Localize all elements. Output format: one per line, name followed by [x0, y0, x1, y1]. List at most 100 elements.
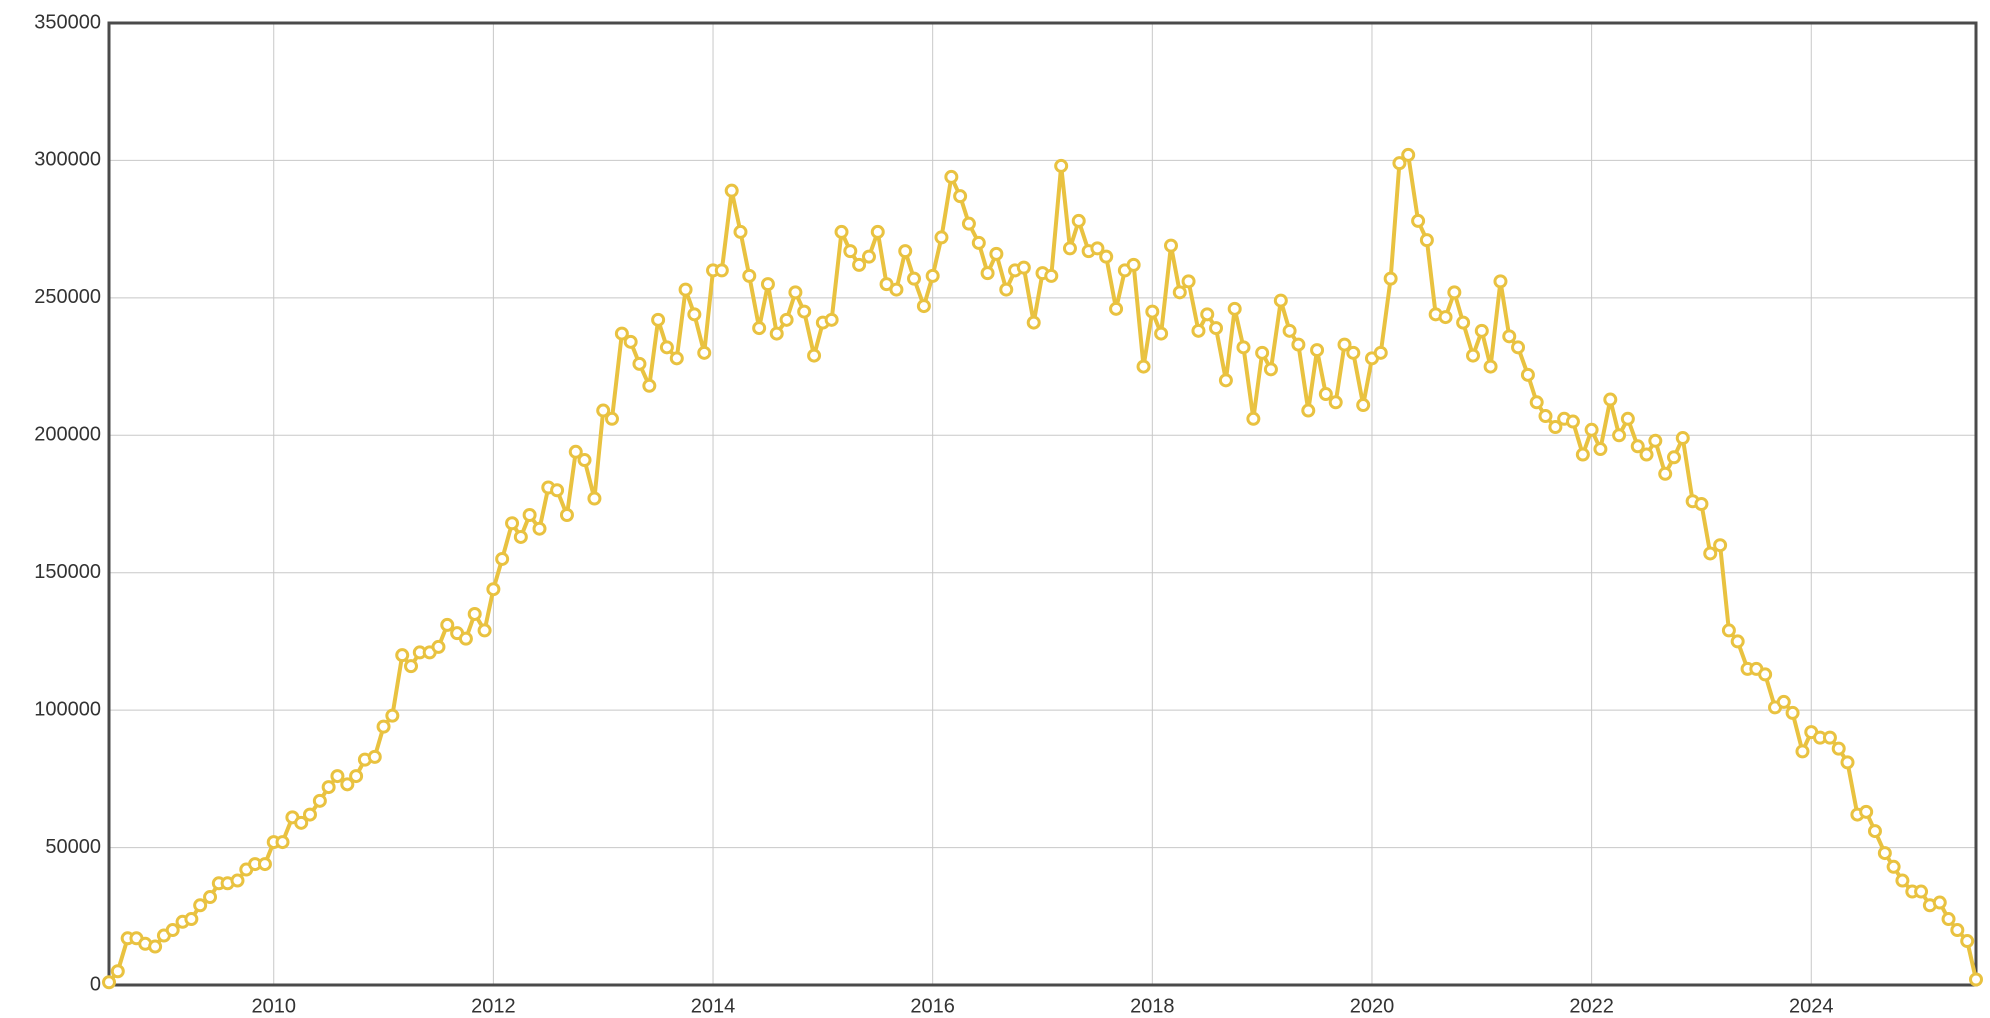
data-point: [980, 266, 995, 281]
data-point: [1337, 337, 1352, 352]
data-point: [1318, 387, 1333, 402]
data-point: [1548, 420, 1563, 435]
data-point: [404, 659, 419, 674]
data-point: [1969, 972, 1983, 987]
data-point: [742, 268, 757, 283]
data-point: [1071, 213, 1086, 228]
data-point: [1383, 271, 1398, 286]
data-point: [861, 249, 876, 264]
data-point: [1466, 348, 1481, 363]
data-point: [302, 807, 317, 822]
data-point: [1392, 156, 1407, 171]
data-point: [752, 321, 767, 336]
data-point: [203, 890, 218, 905]
data-point: [1062, 241, 1077, 256]
data-point: [1713, 538, 1728, 553]
data-point: [1474, 323, 1489, 338]
data-point: [110, 964, 125, 979]
data-point: [1877, 846, 1892, 861]
data-point: [678, 282, 693, 297]
data-point: [1483, 359, 1498, 374]
data-point: [1310, 343, 1325, 358]
data-point: [1328, 395, 1343, 410]
data-point: [1822, 730, 1837, 745]
data-point: [1776, 694, 1791, 709]
data-point: [486, 582, 501, 597]
data-point: [870, 224, 885, 239]
data-point: [879, 277, 894, 292]
data-point: [999, 282, 1014, 297]
data-point: [1401, 147, 1416, 162]
data-point: [1730, 634, 1745, 649]
data-point: [1163, 238, 1178, 253]
data-point: [230, 873, 245, 888]
data-point: [944, 169, 959, 184]
y-tick-label: 250000: [34, 286, 101, 308]
y-tick-label: 0: [90, 973, 101, 995]
data-point: [760, 277, 775, 292]
x-tick-label: 2012: [471, 995, 516, 1017]
data-point: [275, 835, 290, 850]
data-point: [587, 491, 602, 506]
data-point: [467, 606, 482, 621]
data-point: [1126, 257, 1141, 272]
data-point: [1054, 158, 1069, 173]
plot-frame: [107, 21, 1978, 987]
data-point: [1447, 285, 1462, 300]
data-point: [669, 351, 684, 366]
data-point: [1273, 293, 1288, 308]
data-point: [724, 183, 739, 198]
x-tick-label: 2014: [691, 995, 736, 1017]
data-point: [1109, 301, 1124, 316]
data-point: [1301, 403, 1316, 418]
data-point: [1886, 859, 1901, 874]
data-point: [687, 307, 702, 322]
data-point: [1840, 755, 1855, 770]
data-point: [642, 378, 657, 393]
data-point: [458, 631, 473, 646]
data-point: [1675, 431, 1690, 446]
data-point: [1584, 422, 1599, 437]
data-point: [1895, 873, 1910, 888]
data-point: [1154, 326, 1169, 341]
data-point: [1255, 345, 1270, 360]
y-tick-label: 200000: [34, 424, 101, 446]
data-point: [193, 898, 208, 913]
data-point: [596, 403, 611, 418]
data-point: [1603, 392, 1618, 407]
data-point: [1346, 345, 1361, 360]
data-point: [165, 923, 180, 938]
data-point: [1456, 315, 1471, 330]
data-point: [953, 189, 968, 204]
data-point: [1520, 367, 1535, 382]
data-point: [834, 224, 849, 239]
data-point: [1200, 307, 1215, 322]
x-tick-label: 2016: [910, 995, 955, 1017]
data-point: [1181, 274, 1196, 289]
data-point: [925, 268, 940, 283]
data-point: [367, 749, 382, 764]
data-point: [1511, 340, 1526, 355]
data-point: [788, 285, 803, 300]
data-point: [1438, 310, 1453, 325]
data-point: [651, 312, 666, 327]
data-point: [340, 777, 355, 792]
data-point: [1859, 804, 1874, 819]
data-point: [779, 312, 794, 327]
data-point: [1538, 409, 1553, 424]
data-point: [513, 529, 528, 544]
data-point: [1291, 337, 1306, 352]
data-point: [532, 521, 547, 536]
data-point: [1263, 362, 1278, 377]
data-point: [797, 304, 812, 319]
data-point: [1227, 301, 1242, 316]
data-point: [907, 271, 922, 286]
data-point: [1136, 359, 1151, 374]
data-point: [1044, 268, 1059, 283]
data-point: [1950, 923, 1965, 938]
data-point: [623, 334, 638, 349]
data-point: [843, 244, 858, 259]
data-point: [1639, 447, 1654, 462]
data-point: [1785, 705, 1800, 720]
